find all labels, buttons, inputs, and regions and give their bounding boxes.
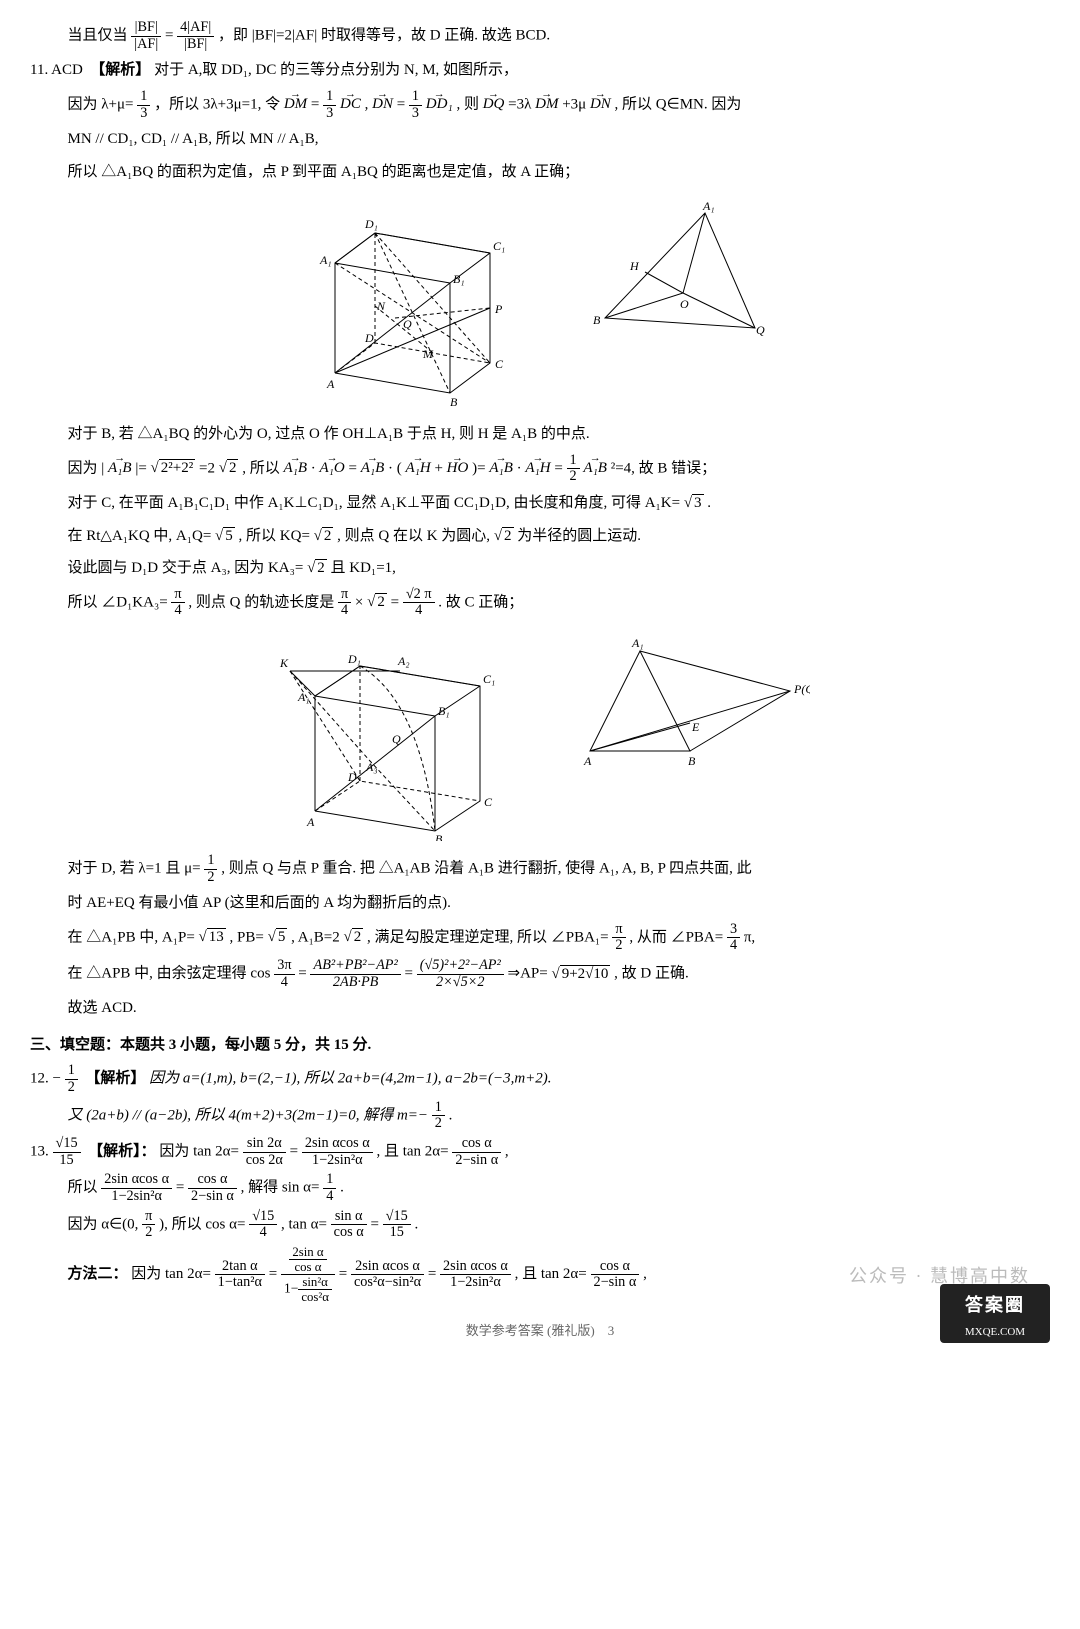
svg-text:B₁: B₁ xyxy=(453,272,465,286)
txt: 当且仅当 xyxy=(68,28,128,44)
triangle-figure-1: A₁ B Q H O xyxy=(585,198,785,338)
q-number: 12. xyxy=(30,1071,49,1087)
q-number: 13. xyxy=(30,1144,49,1160)
sol-tag: 【解析】： xyxy=(88,1144,156,1160)
svg-text:A: A xyxy=(326,377,335,391)
svg-text:P: P xyxy=(494,302,503,316)
q11-head: 11. ACD 【解析】 对于 A,取 DD₁, DC 的三等分点分别为 N, … xyxy=(30,56,1050,85)
q11-b1: 对于 B, 若 △A₁BQ 的外心为 O, 过点 O 作 OH⊥A₁B 于点 H… xyxy=(30,420,1050,449)
frac: 4|AF||BF| xyxy=(177,20,214,52)
svg-text:D₁: D₁ xyxy=(347,652,361,666)
cube-figure-1: A B C D A₁ B₁ C₁ D₁ M N P Q xyxy=(295,198,525,408)
svg-text:P(Q): P(Q) xyxy=(793,682,810,696)
section-3-head: 三、填空题：本题共 3 小题，每小题 5 分，共 15 分. xyxy=(30,1031,1050,1060)
svg-text:B: B xyxy=(435,832,443,841)
q13-method2: 方法二： 因为 tan 2α= 2tan α1−tan²α = 2sin αco… xyxy=(30,1245,1050,1304)
svg-text:H: H xyxy=(629,259,640,273)
q11-d2: 时 AE+EQ 有最小值 AP (这里和后面的 A 均为翻折后的点). xyxy=(30,889,1050,918)
svg-text:A₁: A₁ xyxy=(702,199,715,213)
svg-text:C₁: C₁ xyxy=(493,239,505,253)
q11-b2: 因为 | A₁B |= 2²+2² =2 2 , 所以 A₁B · A₁O = … xyxy=(30,453,1050,485)
svg-text:A: A xyxy=(583,754,592,768)
svg-text:B₁: B₁ xyxy=(438,704,450,718)
q13-line3: 因为 α∈(0, π2 ), 所以 cos α= √154 , tan α= s… xyxy=(30,1209,1050,1241)
figure-row-1: A B C D A₁ B₁ C₁ D₁ M N P Q A₁ B Q H O xyxy=(30,198,1050,408)
svg-text:D₁: D₁ xyxy=(364,217,378,231)
vec: DM xyxy=(284,94,307,112)
carryover-line: 当且仅当 |BF||AF| = 4|AF||BF| ，即 |BF|=2|AF| … xyxy=(30,20,1050,52)
sol-tag: 【解析】 xyxy=(85,1071,145,1087)
q11-c3: 设此圆与 D₁D 交于点 A₃, 因为 KA₃= 2 且 KD₁=1, xyxy=(30,554,1050,583)
triangle-figure-2: A B A₁ P(Q) E xyxy=(570,631,810,771)
svg-text:Q: Q xyxy=(403,317,412,331)
cube-figure-2: A B C D A₁ B₁ C₁ D₁ K A₂ A₃ Q xyxy=(270,631,510,841)
q11-d4: 在 △APB 中, 由余弦定理得 cos 3π4 = AB²+PB²−AP²2A… xyxy=(30,958,1050,990)
txt: ，即 |BF|=2|AF| 时取得等号，故 D 正确. 故选 BCD. xyxy=(218,28,550,44)
q11-line: 因为 λ+μ= 13 ，所以 3λ+3μ=1, 令 DM = 13 DC , D… xyxy=(30,89,1050,121)
svg-text:A₁: A₁ xyxy=(297,690,310,704)
svg-text:B: B xyxy=(593,313,601,327)
svg-text:B: B xyxy=(450,395,458,408)
svg-text:A₃: A₃ xyxy=(365,760,378,774)
svg-text:C: C xyxy=(484,795,493,809)
q12-line2: 又 (2a+b) // (a−2b), 所以 4(m+2)+3(2m−1)=0,… xyxy=(30,1100,1050,1132)
q12-line1: 12. − 12 【解析】 因为 a=(1,m), b=(2,−1), 所以 2… xyxy=(30,1063,1050,1095)
q11-c4: 所以 ∠D₁KA₃= π4 , 则点 Q 的轨迹长度是 π4 × 2 = √2 … xyxy=(30,587,1050,619)
svg-text:A₁: A₁ xyxy=(319,253,332,267)
q11-end: 故选 ACD. xyxy=(30,994,1050,1023)
q11-line: 所以 △A₁BQ 的面积为定值，点 P 到平面 A₁BQ 的距离也是定值，故 A… xyxy=(30,158,1050,187)
svg-text:C: C xyxy=(495,357,504,371)
figure-row-2: A B C D A₁ B₁ C₁ D₁ K A₂ A₃ Q A B A₁ P(Q) E xyxy=(30,631,1050,841)
svg-text:E: E xyxy=(691,720,700,734)
svg-text:O: O xyxy=(680,297,689,311)
svg-text:C₁: C₁ xyxy=(483,672,495,686)
q13-line1: 13. √1515 【解析】： 因为 tan 2α= sin 2αcos 2α … xyxy=(30,1136,1050,1168)
q11-d3: 在 △A₁PB 中, A₁P= 13 , PB= 5 , A₁B=2 2 , 满… xyxy=(30,922,1050,954)
q-number: 11. ACD xyxy=(30,62,83,78)
svg-text:A₂: A₂ xyxy=(397,654,410,668)
page-footer: 数学参考答案 (雅礼版) 3 xyxy=(30,1319,1050,1344)
svg-text:N: N xyxy=(376,299,386,313)
svg-text:A: A xyxy=(306,815,315,829)
q11-d1: 对于 D, 若 λ=1 且 μ= 12 , 则点 Q 与点 P 重合. 把 △A… xyxy=(30,853,1050,885)
svg-text:A₁: A₁ xyxy=(631,636,644,650)
q11-line: MN // CD₁, CD₁ // A₁B, 所以 MN // A₁B, xyxy=(30,125,1050,154)
svg-text:D: D xyxy=(347,770,357,784)
sol-tag: 【解析】 xyxy=(90,62,150,78)
svg-text:Q: Q xyxy=(392,732,401,746)
q11-c1: 对于 C, 在平面 A₁B₁C₁D₁ 中作 A₁K⊥C₁D₁, 显然 A₁K⊥平… xyxy=(30,489,1050,518)
q13-line2: 所以 2sin αcos α1−2sin²α = cos α2−sin α , … xyxy=(30,1172,1050,1204)
q11-c2: 在 Rt△A₁KQ 中, A₁Q= 5 , 所以 KQ= 2 , 则点 Q 在以… xyxy=(30,522,1050,551)
svg-text:M: M xyxy=(422,347,434,361)
svg-text:K: K xyxy=(279,656,289,670)
txt: 对于 A,取 DD₁, DC 的三等分点分别为 N, M, 如图所示， xyxy=(154,62,518,78)
svg-text:D: D xyxy=(364,331,374,345)
svg-text:B: B xyxy=(688,754,696,768)
frac: |BF||AF| xyxy=(131,20,161,52)
svg-text:Q: Q xyxy=(756,323,765,337)
